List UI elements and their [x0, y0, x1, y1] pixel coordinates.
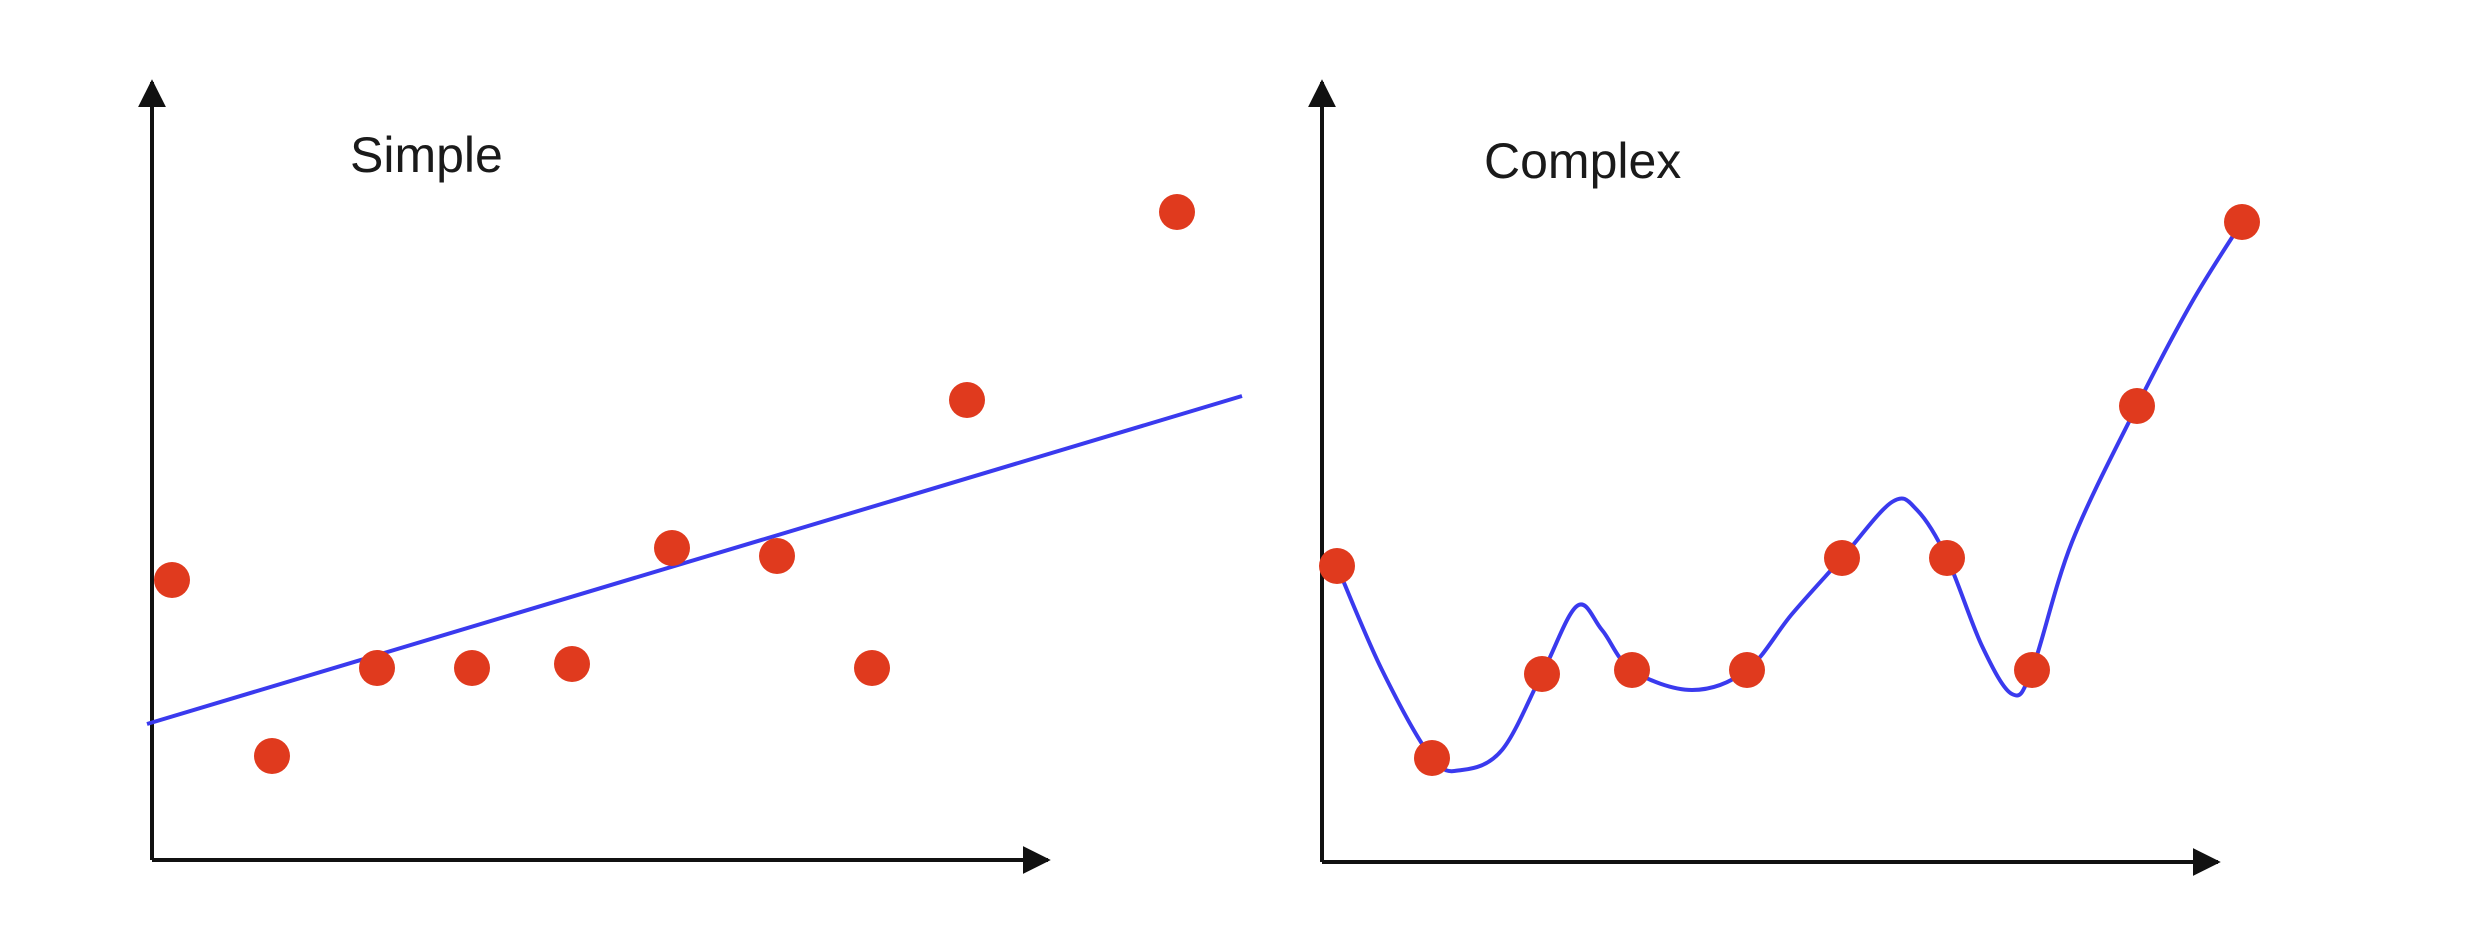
data-point-8: [2014, 652, 2050, 688]
fit-line: [146, 394, 1243, 726]
data-point-1: [1319, 548, 1355, 584]
data-point-9: [949, 382, 985, 418]
data-point-7: [1929, 540, 1965, 576]
data-point-10: [2224, 204, 2260, 240]
data-point-10: [1159, 194, 1195, 230]
data-point-2: [1414, 740, 1450, 776]
data-point-3: [359, 650, 395, 686]
data-point-5: [1729, 652, 1765, 688]
data-point-7: [759, 538, 795, 574]
data-point-6: [654, 530, 690, 566]
data-point-4: [454, 650, 490, 686]
complex-chart-marks: [1319, 204, 2260, 776]
simple-chart: Simple: [138, 79, 1243, 874]
data-point-5: [554, 646, 590, 682]
fit-curve: [1335, 220, 2244, 774]
data-point-6: [1824, 540, 1860, 576]
data-point-9: [2119, 388, 2155, 424]
data-point-1: [154, 562, 190, 598]
chart-title-simple: Simple: [350, 127, 503, 183]
chart-title-complex: Complex: [1484, 133, 1681, 189]
data-point-4: [1614, 652, 1650, 688]
complex-chart: Complex: [1308, 79, 2260, 876]
data-point-2: [254, 738, 290, 774]
data-point-8: [854, 650, 890, 686]
simple-chart-marks: [146, 194, 1243, 774]
data-point-3: [1524, 656, 1560, 692]
